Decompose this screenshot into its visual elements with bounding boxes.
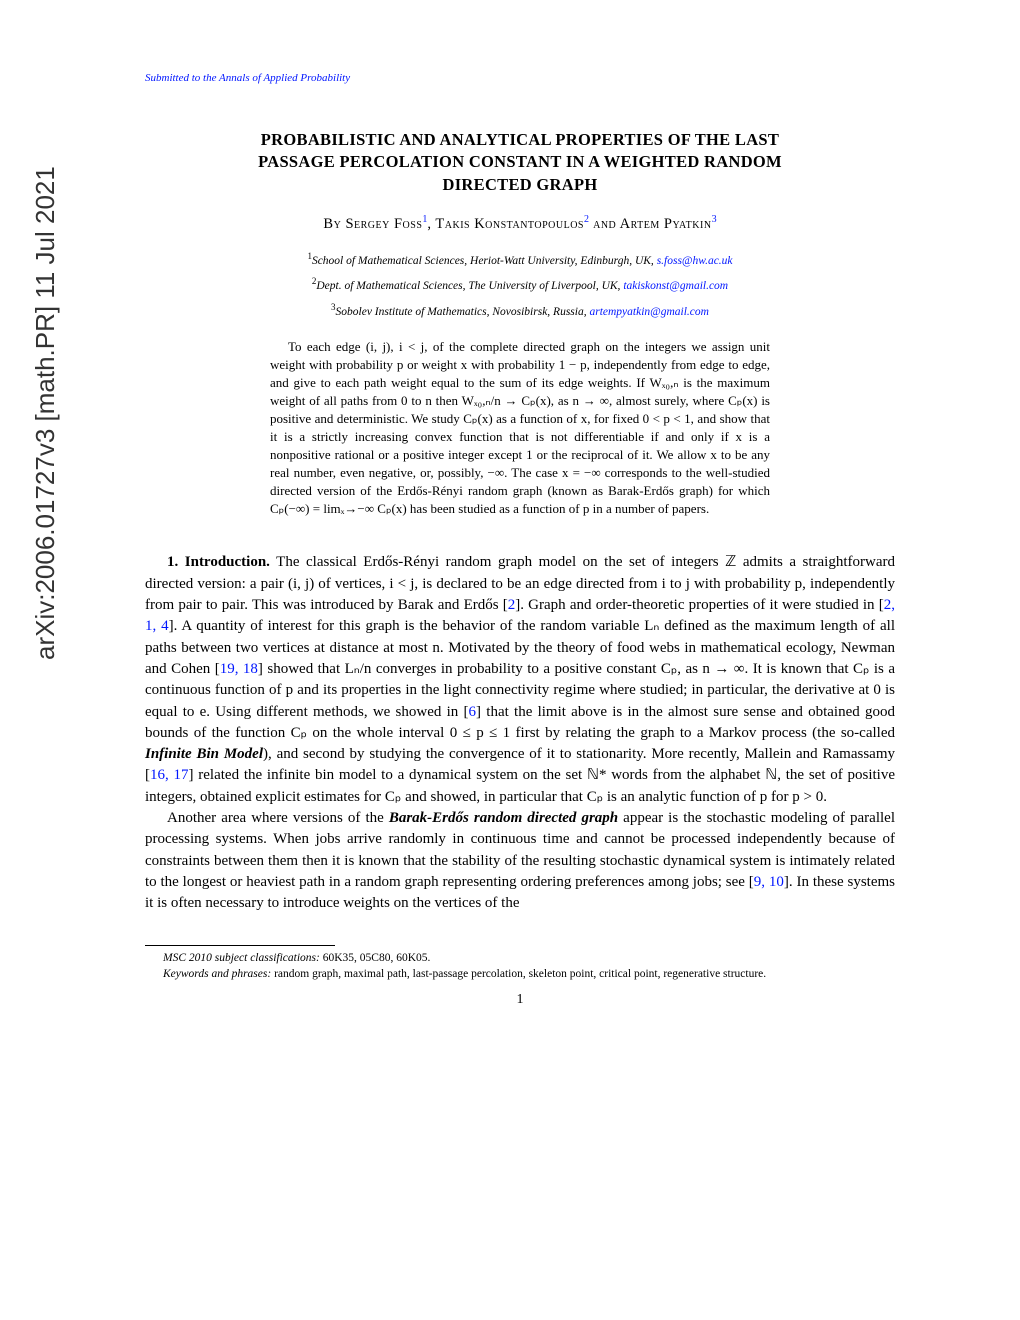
- paper-title: PROBABILISTIC AND ANALYTICAL PROPERTIES …: [230, 129, 810, 196]
- journal-link[interactable]: Submitted to the Annals of Applied Proba…: [145, 72, 895, 84]
- term-barak-erdos: Barak-Erdős random directed graph: [389, 810, 618, 826]
- title-line: PROBABILISTIC AND ANALYTICAL PROPERTIES …: [261, 130, 779, 149]
- page-content: Submitted to the Annals of Applied Proba…: [145, 0, 895, 1008]
- authors-line: By Sergey Foss1, Takis Konstantopoulos2 …: [145, 214, 895, 233]
- citation-link[interactable]: 19, 18: [220, 661, 258, 677]
- msc-codes: 60K35, 05C80, 60K05.: [320, 952, 431, 964]
- affiliation: 2Dept. of Mathematical Sciences, The Uni…: [145, 276, 895, 292]
- citation-link[interactable]: 9, 10: [754, 874, 784, 890]
- citation-link[interactable]: 6: [469, 704, 477, 720]
- footnote-msc: MSC 2010 subject classifications: 60K35,…: [145, 950, 895, 966]
- affil-text: School of Mathematical Sciences, Heriot-…: [312, 254, 654, 266]
- body-text: ] related the infinite bin model to a dy…: [145, 767, 895, 804]
- affiliation: 3Sobolev Institute of Mathematics, Novos…: [145, 302, 895, 318]
- body-text: Another area where versions of the: [167, 810, 389, 826]
- author-name: Sergey Foss: [345, 216, 422, 232]
- msc-label: MSC 2010 subject classifications:: [163, 952, 320, 964]
- affil-text: Dept. of Mathematical Sciences, The Univ…: [316, 280, 620, 292]
- citation-link[interactable]: 16, 17: [150, 767, 189, 783]
- affil-ref[interactable]: 3: [712, 214, 717, 225]
- email-link[interactable]: takiskonst@gmail.com: [623, 280, 728, 292]
- and-label: and: [589, 216, 620, 232]
- keywords-label: Keywords and phrases:: [163, 968, 271, 980]
- by-label: By: [323, 216, 345, 232]
- footnote-keywords: Keywords and phrases: random graph, maxi…: [145, 966, 895, 982]
- term-infinite-bin-model: Infinite Bin Model: [145, 746, 263, 762]
- title-line: DIRECTED GRAPH: [442, 175, 597, 194]
- keywords-text: random graph, maximal path, last-passage…: [271, 968, 766, 980]
- body-text: ]. Graph and order-theoretic properties …: [515, 597, 883, 613]
- section-heading: 1. Introduction.: [167, 554, 270, 570]
- author-name: Artem Pyatkin: [620, 216, 712, 232]
- page-number: 1: [145, 992, 895, 1008]
- arxiv-stamp: arXiv:2006.01727v3 [math.PR] 11 Jul 2021: [30, 166, 61, 660]
- email-link[interactable]: artempyatkin@gmail.com: [589, 306, 709, 318]
- section-introduction: 1. Introduction. The classical Erdős-Rén…: [145, 552, 895, 914]
- title-line: PASSAGE PERCOLATION CONSTANT IN A WEIGHT…: [258, 152, 782, 171]
- affil-text: Sobolev Institute of Mathematics, Novosi…: [336, 306, 587, 318]
- affiliation: 1School of Mathematical Sciences, Heriot…: [145, 251, 895, 267]
- footnote-separator: [145, 945, 335, 946]
- email-link[interactable]: s.foss@hw.ac.uk: [657, 254, 733, 266]
- abstract: To each edge (i, j), i < j, of the compl…: [270, 338, 770, 517]
- abstract-text: To each edge (i, j), i < j, of the compl…: [270, 339, 770, 515]
- author-name: Takis Konstantopoulos: [435, 216, 584, 232]
